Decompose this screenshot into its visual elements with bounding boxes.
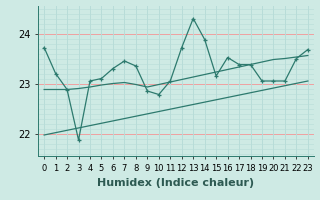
- X-axis label: Humidex (Indice chaleur): Humidex (Indice chaleur): [97, 178, 255, 188]
